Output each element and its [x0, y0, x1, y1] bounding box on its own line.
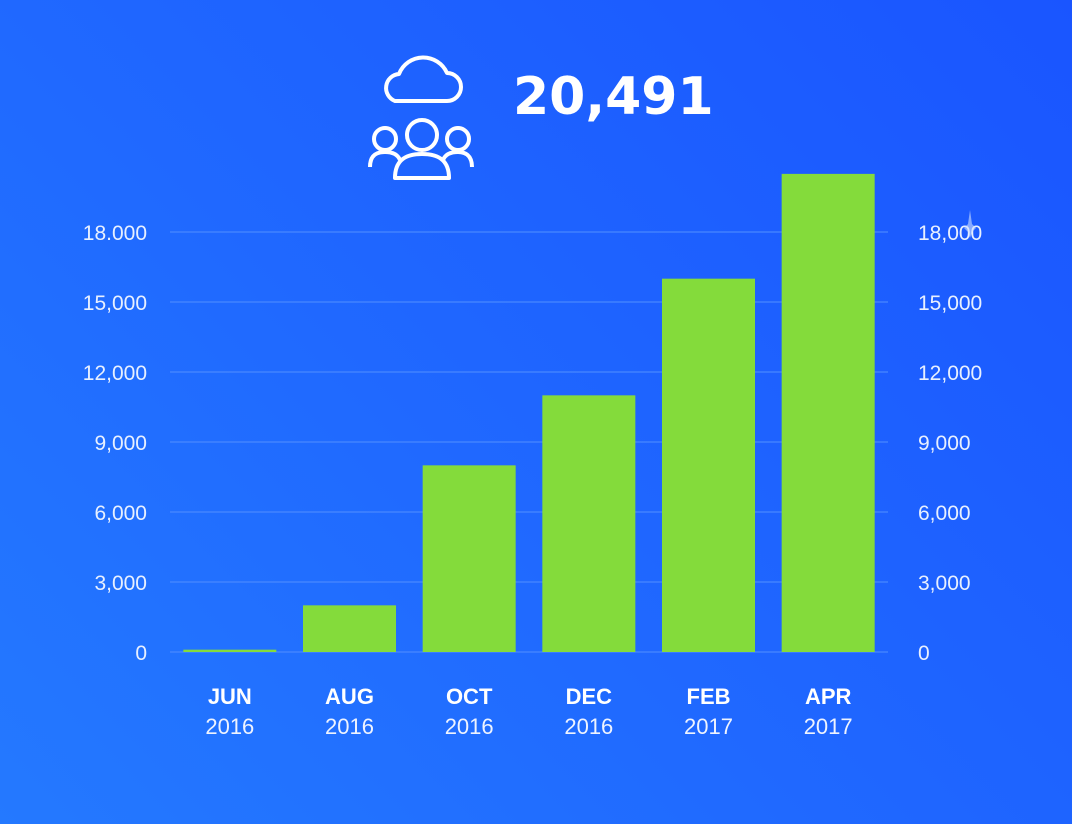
bar-jun-2016	[183, 649, 277, 652]
total-value: 20,491	[513, 67, 714, 127]
x-tick-month: JUN	[208, 684, 252, 709]
x-tick-year: 2016	[564, 714, 613, 739]
y-tick-label-right: 0	[918, 642, 930, 665]
bar-aug-2016	[303, 605, 396, 652]
y-tick-label-left: 15,000	[83, 292, 147, 315]
y-tick-label-left: 12,000	[83, 362, 147, 385]
users-group-icon	[368, 118, 474, 180]
x-tick-month: DEC	[566, 684, 613, 709]
bar-feb-2017	[662, 278, 755, 652]
sparkle-icon	[964, 210, 976, 238]
y-tick-label-right: 6,000	[918, 502, 971, 525]
y-tick-label-left: 9,000	[94, 432, 147, 455]
x-tick-month: FEB	[687, 684, 731, 709]
y-tick-label-right: 3,000	[918, 572, 971, 595]
y-tick-label-left: 3,000	[94, 572, 147, 595]
x-tick-month: APR	[805, 684, 852, 709]
x-tick-year: 2016	[445, 714, 494, 739]
x-tick-year: 2017	[804, 714, 853, 739]
bar-dec-2016	[542, 395, 636, 652]
y-tick-label-left: 18.000	[83, 222, 147, 245]
y-tick-label-right: 9,000	[918, 432, 971, 455]
y-tick-label-left: 6,000	[94, 502, 147, 525]
y-tick-label-right: 12,000	[918, 362, 982, 385]
x-tick-month: AUG	[325, 684, 374, 709]
x-tick-year: 2016	[205, 714, 254, 739]
x-tick-year: 2017	[684, 714, 733, 739]
cloud-icon	[384, 55, 463, 103]
x-tick-month: OCT	[446, 684, 493, 709]
x-tick-year: 2016	[325, 714, 374, 739]
bar-oct-2016	[422, 465, 516, 652]
y-tick-label-right: 15,000	[918, 292, 982, 315]
bar-apr-2017	[781, 173, 875, 653]
y-tick-label-left: 0	[135, 642, 147, 665]
